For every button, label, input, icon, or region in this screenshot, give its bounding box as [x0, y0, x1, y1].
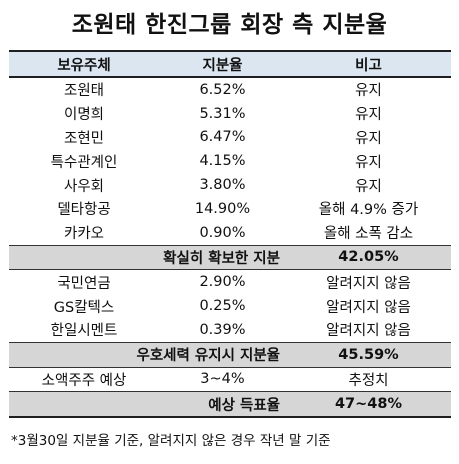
- expected-vote-row: 예상 득표율 47~48%: [9, 391, 451, 419]
- table-row: 국민연금 2.90% 알려지지 않음: [9, 270, 451, 294]
- note-cell: 알려지지 않음: [326, 275, 411, 292]
- column-header-stake: 지분율: [159, 50, 286, 78]
- table-header-row: 보유주체 지분율 비고: [9, 50, 451, 78]
- table-row: 델타항공 14.90% 올해 4.9% 증가: [9, 197, 451, 221]
- friendly-stake-value: 45.59%: [286, 341, 451, 368]
- stake-cell: 3~4%: [200, 371, 245, 388]
- table-row: 특수관계인 4.15% 유지: [9, 149, 451, 173]
- note-cell: 유지: [355, 178, 382, 195]
- table-row: 카카오 0.90% 올해 소폭 감소: [9, 221, 451, 245]
- stake-cell: 0.39%: [199, 321, 246, 338]
- holder-cell: 카카오: [63, 226, 105, 243]
- column-header-note: 비고: [286, 50, 451, 78]
- note-cell: 알려지지 않음: [326, 323, 411, 340]
- page-title: 조원태 한진그룹 회장 측 지분율: [71, 12, 388, 38]
- stake-cell: 3.80%: [199, 177, 246, 194]
- expected-vote-label: 예상 득표율: [9, 391, 286, 419]
- stake-cell: 0.90%: [199, 224, 246, 241]
- stake-table: 보유주체 지분율 비고 조원태 6.52% 유지 이명희 5.31% 유지 조현…: [9, 50, 451, 419]
- note-cell: 알려지지 않음: [326, 299, 411, 316]
- secured-stake-label: 확실히 확보한 지분: [9, 244, 286, 271]
- stake-cell: 14.90%: [194, 200, 251, 217]
- table-row: GS칼텍스 0.25% 알려지지 않음: [9, 294, 451, 318]
- secured-stake-row: 확실히 확보한 지분 42.05%: [9, 244, 451, 271]
- holder-cell: 조현민: [63, 130, 105, 147]
- friendly-stake-label: 우호세력 유지시 지분율: [9, 341, 286, 368]
- holder-cell: 이명희: [63, 107, 105, 124]
- note-cell: 유지: [355, 83, 382, 100]
- note-cell: 추정치: [348, 372, 389, 389]
- table-row: 이명희 5.31% 유지: [9, 102, 451, 126]
- stake-cell: 0.25%: [199, 298, 246, 315]
- holder-cell: 델타항공: [57, 202, 111, 219]
- note-cell: 유지: [355, 107, 382, 124]
- note-cell: 유지: [355, 154, 382, 171]
- stake-cell: 6.47%: [199, 129, 246, 146]
- holder-cell: 사우회: [63, 178, 105, 195]
- secured-stake-value: 42.05%: [286, 244, 451, 271]
- holder-cell: 특수관계인: [50, 154, 118, 171]
- holder-cell: 조원태: [63, 83, 105, 100]
- stake-cell: 6.52%: [199, 81, 246, 98]
- note-cell: 올해 소폭 감소: [323, 226, 414, 243]
- table-row: 한일시멘트 0.39% 알려지지 않음: [9, 318, 451, 342]
- friendly-stake-row: 우호세력 유지시 지분율 45.59%: [9, 341, 451, 368]
- table-row: 조현민 6.47% 유지: [9, 126, 451, 150]
- minority-row: 소액주주 예상 3~4% 추정치: [9, 367, 451, 392]
- expected-vote-value: 47~48%: [286, 391, 451, 419]
- holder-cell: 한일시멘트: [50, 323, 118, 340]
- stake-cell: 2.90%: [199, 274, 246, 291]
- holder-cell: GS칼텍스: [53, 299, 115, 316]
- table-row: 사우회 3.80% 유지: [9, 173, 451, 197]
- stake-cell: 5.31%: [199, 105, 246, 122]
- note-cell: 유지: [355, 130, 382, 147]
- column-header-holder: 보유주체: [9, 50, 159, 78]
- holder-cell: 국민연금: [57, 275, 111, 292]
- note-cell: 올해 4.9% 증가: [318, 202, 419, 219]
- footnote: *3월30일 지분율 기준, 알려지지 않은 경우 작년 말 기준: [11, 433, 331, 449]
- stake-cell: 4.15%: [199, 153, 246, 170]
- table-row: 조원태 6.52% 유지: [9, 77, 451, 102]
- holder-cell: 소액주주 예상: [41, 372, 127, 389]
